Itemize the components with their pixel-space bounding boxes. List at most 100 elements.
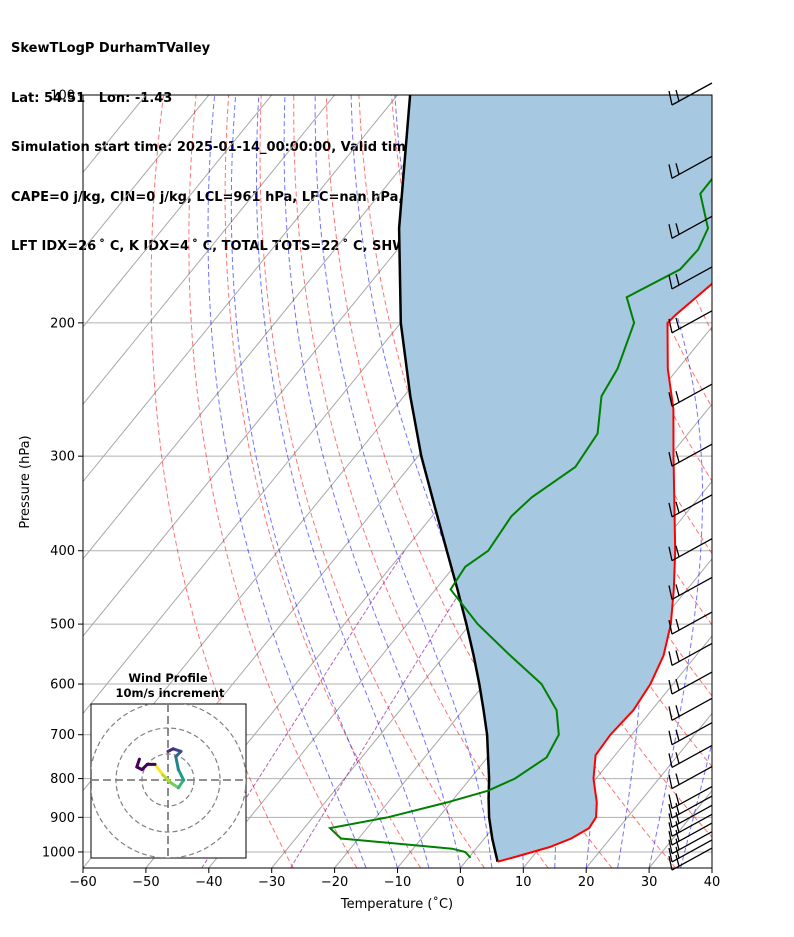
wind-barb-flag: [675, 223, 680, 235]
wind-barb-flag: [675, 812, 680, 824]
isotherm-line: [83, 95, 273, 328]
hodograph-segment: [176, 768, 186, 782]
y-tick-label: 600: [50, 678, 75, 693]
wind-barb-flag: [668, 839, 673, 854]
wind-barb-flag: [675, 678, 680, 691]
wind-barb: [668, 611, 713, 635]
x-tick-label: −20: [321, 875, 348, 890]
x-tick-label: 10: [515, 875, 532, 890]
wind-barb-staff: [671, 804, 713, 828]
wind-barb-staff: [671, 744, 713, 768]
y-tick-label: 300: [50, 450, 75, 465]
wind-barb-flag: [675, 650, 680, 662]
wind-barb-flag: [668, 274, 673, 290]
dry-adiabat: [259, 95, 485, 868]
hodograph-segment: [161, 773, 173, 785]
wind-barb-staff: [671, 766, 713, 790]
wind-barb-flag: [675, 705, 680, 717]
wind-barb: [668, 310, 713, 334]
hodograph-segment: [176, 778, 186, 790]
dry-adiabat: [717, 95, 794, 868]
moist-adiabat: [207, 95, 367, 868]
hodograph-segment: [174, 755, 180, 772]
wind-barb-flag: [675, 450, 680, 463]
y-tick-label: 200: [50, 316, 75, 331]
wind-barb-flag: [675, 854, 680, 867]
hodograph-segment: [166, 747, 175, 753]
wind-barb-flag: [668, 753, 673, 768]
wind-barb-flag: [668, 706, 673, 721]
isotherm-line: [83, 95, 84, 96]
moist-adiabat: [230, 95, 398, 868]
wind-barb-staff: [671, 82, 713, 106]
wind-barb: [668, 831, 713, 855]
x-tick-label: −40: [195, 875, 222, 890]
moist-adiabat: [283, 95, 461, 868]
dry-adiabat: [783, 95, 794, 868]
wind-barb-staff: [671, 443, 713, 467]
wind-barb-flag: [668, 730, 673, 745]
wind-barb-flag: [675, 752, 680, 764]
wind-barb-flag: [675, 391, 680, 403]
wind-barb-staff: [671, 215, 713, 239]
chart-title: SkewTLogP DurhamTValley: [11, 41, 211, 56]
wind-barb: [668, 215, 713, 239]
wind-barb-staff: [671, 831, 713, 855]
moist-adiabat: [314, 95, 493, 868]
dry-adiabat: [750, 95, 794, 868]
mixing-ratio-line: [290, 550, 487, 868]
wind-barb-flag: [675, 821, 680, 833]
wind-barb: [668, 642, 713, 666]
wind-barb: [668, 766, 713, 790]
wind-barb-staff: [671, 697, 713, 721]
x-tick-label: 30: [641, 875, 658, 890]
wind-barb-staff: [671, 576, 713, 601]
wind-barb: [668, 822, 713, 846]
wind-barb-staff: [671, 494, 713, 518]
wind-barb-staff: [671, 839, 713, 863]
isotherm-line: [83, 95, 335, 405]
wind-barb-flag: [668, 452, 673, 467]
wind-barb-flag: [668, 803, 673, 819]
temperature-profile-line: [497, 282, 712, 863]
wind-barb-staff: [671, 795, 713, 819]
y-tick-label: 400: [50, 544, 75, 559]
y-tick-label: 800: [50, 772, 75, 787]
isotherm-line: [83, 95, 461, 560]
wind-barb: [668, 722, 713, 746]
wind-barb-flag: [675, 793, 680, 805]
isotherm-line: [585, 712, 712, 868]
wind-barb-flag: [668, 774, 673, 789]
wind-barb-staff: [671, 538, 713, 562]
wind-barb-flag: [668, 619, 673, 635]
parcel-profile-line: [397, 95, 499, 862]
moist-adiabat: [711, 866, 712, 868]
wind-barb-staff: [671, 155, 713, 179]
hodograph-title: Wind Profile: [128, 671, 208, 685]
dry-adiabat: [150, 95, 294, 868]
wind-barb-staff: [671, 847, 713, 871]
wind-barb: [668, 266, 713, 290]
wind-barb-flag: [675, 317, 680, 330]
dewpoint-profile-line: [327, 177, 712, 859]
wind-barb-staff: [671, 813, 713, 837]
wind-barb: [668, 795, 713, 819]
wind-barb-flag: [668, 585, 673, 600]
wind-barb-staff: [671, 722, 713, 746]
x-tick-label: 0: [456, 875, 464, 890]
wind-barb-flag: [668, 830, 673, 846]
wind-barb-flag: [668, 679, 673, 695]
y-tick-label: 900: [50, 811, 75, 826]
x-axis-label: Temperature (˚C): [340, 896, 453, 912]
wind-barb-flag: [675, 545, 680, 557]
isotherm-line: [522, 635, 712, 868]
wind-barb-staff: [671, 642, 713, 666]
wind-barb: [668, 785, 713, 810]
isotherm-line: [83, 95, 210, 251]
wind-barb: [668, 538, 713, 562]
wind-barb: [668, 839, 713, 863]
wind-barb: [668, 494, 713, 518]
wind-barb-flag: [668, 318, 673, 334]
wind-barb-staff: [671, 671, 713, 695]
